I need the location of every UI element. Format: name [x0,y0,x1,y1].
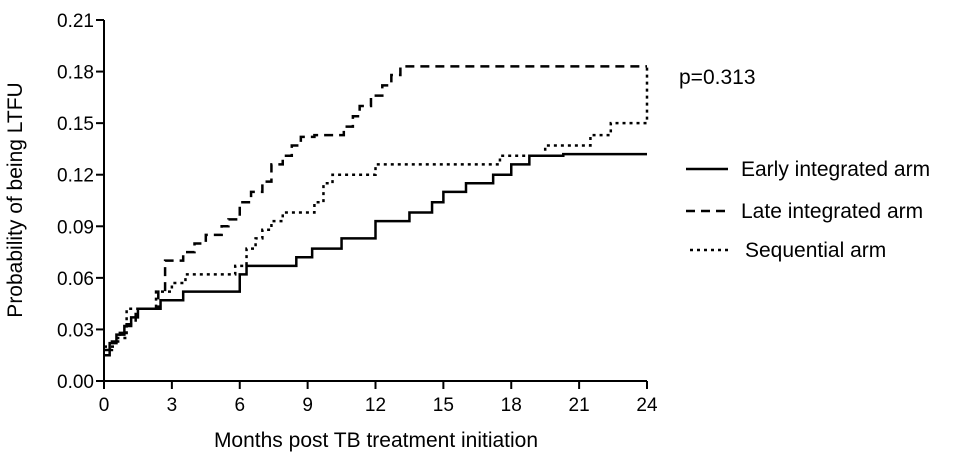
x-tick-label: 12 [365,395,386,416]
x-tick-label: 9 [302,395,313,416]
x-tick-label: 3 [167,395,178,416]
x-tick-label: 21 [569,395,590,416]
legend-label-late: Late integrated arm [741,200,923,223]
y-tick-label: 0.18 [57,63,94,84]
y-tick-label: 0.03 [57,320,94,341]
plot-area [104,65,649,357]
legend: Early integrated arm Late integrated arm… [686,158,930,262]
series-line-sequential [104,66,649,348]
legend-label-early: Early integrated arm [741,158,930,181]
x-axis-title: Months post TB treatment initiation [214,429,538,452]
p-value-annotation: p=0.313 [679,66,756,89]
x-tick-label: 6 [234,395,245,416]
legend-label-sequential: Sequential arm [745,239,886,262]
y-tick-label: 0.00 [57,372,94,393]
y-tick-label: 0.15 [57,114,94,135]
y-axis-title: Probability of being LTFU [4,82,27,317]
x-tick-label: 18 [501,395,522,416]
series-line-early [104,152,647,357]
y-tick-label: 0.12 [57,166,94,187]
x-tick-label: 24 [636,395,658,416]
series-line-late [104,65,647,352]
y-tick-label: 0.09 [57,217,94,238]
y-tick-label: 0.21 [57,11,94,32]
axes: 0.00 0.03 0.06 0.09 0.12 0.15 0.18 0.21 0 3 6 9 12 15… [57,11,658,416]
x-tick-label: 15 [433,395,454,416]
x-tick-label: 0 [99,395,110,416]
y-tick-label: 0.06 [57,269,94,290]
